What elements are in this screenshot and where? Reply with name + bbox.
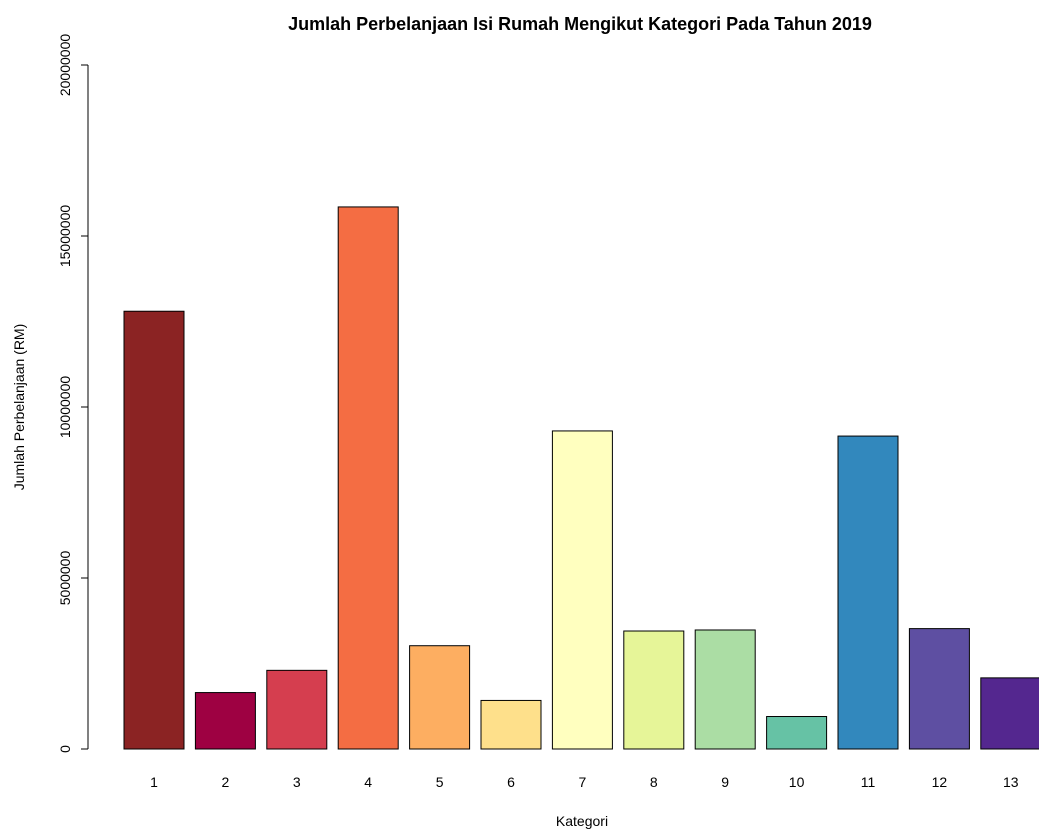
x-tick-label: 3 <box>293 774 301 790</box>
bar-kategori-6 <box>480 699 542 750</box>
x-tick-label: 2 <box>222 774 230 790</box>
bar-kategori-9 <box>694 629 756 750</box>
x-tick-label: 8 <box>650 774 658 790</box>
bar-kategori-7 <box>551 430 613 750</box>
x-tick-label: 13 <box>1003 774 1019 790</box>
x-tick-label: 12 <box>932 774 948 790</box>
bar-kategori-2 <box>194 692 256 750</box>
y-tick-label: 15000000 <box>57 205 73 268</box>
x-tick-label: 10 <box>789 774 805 790</box>
x-tick-label: 6 <box>507 774 515 790</box>
y-axis-label: Jumlah Perbelanjaan (RM) <box>11 324 27 491</box>
bar-kategori-4 <box>337 206 399 750</box>
x-tick-label: 11 <box>861 774 876 790</box>
chart-title: Jumlah Perbelanjaan Isi Rumah Mengikut K… <box>288 14 872 34</box>
bar-kategori-3 <box>266 669 328 750</box>
bar-kategori-5 <box>409 645 471 750</box>
y-tick-label: 20000000 <box>57 34 73 97</box>
bars-group <box>123 206 1039 750</box>
bar-kategori-12 <box>908 628 970 750</box>
x-tick-label: 4 <box>364 774 372 790</box>
y-tick-label: 10000000 <box>57 376 73 439</box>
x-tick-label: 1 <box>150 774 158 790</box>
y-tick-label: 5000000 <box>57 551 73 606</box>
x-tick-label: 5 <box>436 774 444 790</box>
y-axis: 0 5000000 10000000 15000000 20000000 <box>57 34 89 753</box>
bar-kategori-13 <box>980 677 1039 750</box>
x-tick-label: 7 <box>579 774 587 790</box>
x-tick-label: 9 <box>721 774 729 790</box>
x-axis-label: Kategori <box>556 813 608 829</box>
x-tick-labels: 1 2 3 4 5 6 7 8 9 10 11 12 13 <box>150 774 1019 790</box>
bar-kategori-1 <box>123 310 185 750</box>
y-tick-label: 0 <box>57 745 73 753</box>
bar-kategori-11 <box>837 435 899 750</box>
bar-kategori-8 <box>623 630 685 750</box>
bar-kategori-10 <box>766 716 828 750</box>
